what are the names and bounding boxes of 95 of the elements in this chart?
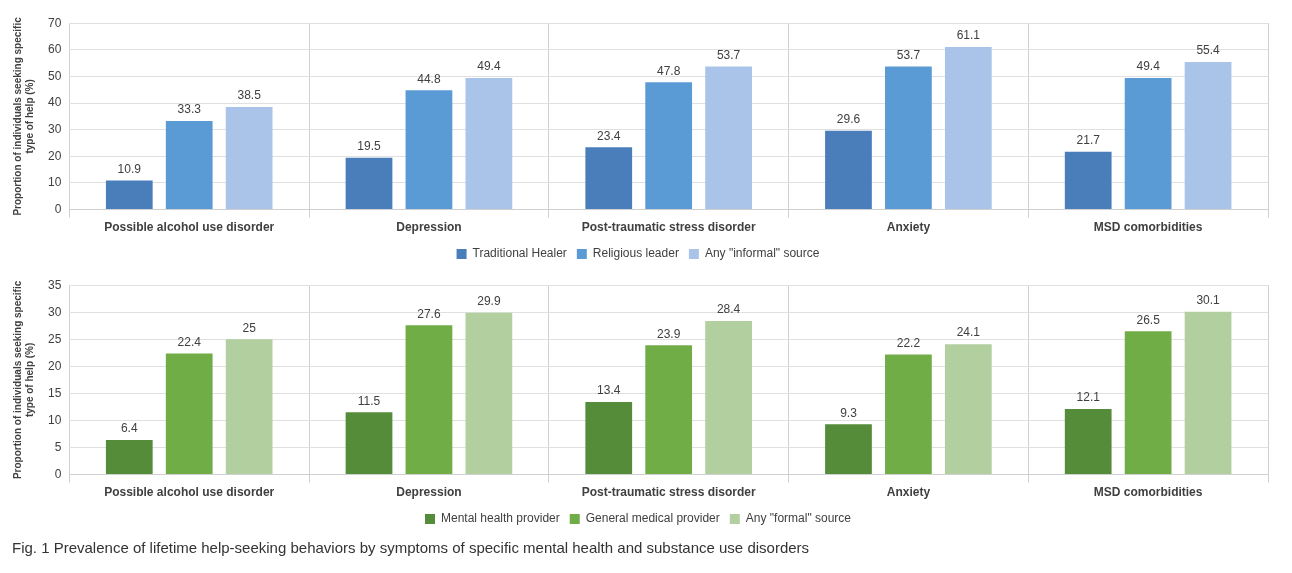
x-tick-label: Anxiety (886, 220, 931, 235)
bar (225, 107, 273, 210)
data-label: 49.4 (477, 59, 501, 74)
bar (705, 66, 752, 210)
bar (465, 78, 513, 210)
y-tick-label: 70 (47, 15, 62, 30)
x-tick-label: Anxiety (886, 485, 931, 500)
y-tick-label: 40 (47, 95, 62, 110)
bar (944, 344, 992, 475)
y-tick-label: 5 (54, 439, 62, 454)
bar (825, 424, 872, 475)
y-tick-label: 10 (47, 175, 62, 190)
legend-label: Traditional Healer (472, 246, 567, 261)
bar (705, 320, 752, 475)
x-tick-label: Post-traumatic stress disorder (581, 220, 757, 235)
caption: Fig. 1 Prevalence of lifetime help-seeking behaviors by symptoms of specific mental health and substance use disorders (11, 538, 811, 558)
data-label: 12.1 (1076, 390, 1101, 405)
legend-label: Any "formal" source (745, 511, 852, 526)
bar (1184, 311, 1232, 475)
bar (1124, 331, 1172, 475)
bar (885, 66, 932, 210)
y-tick-label: 10 (47, 412, 62, 427)
y-tick-label: 0 (54, 201, 62, 216)
data-label: 33.3 (177, 102, 202, 117)
bar (345, 412, 393, 475)
bar (885, 354, 932, 475)
data-label: 29.6 (836, 112, 861, 127)
data-label: 29.9 (477, 294, 501, 309)
data-label: 30.1 (1196, 293, 1221, 308)
data-label: 61.1 (956, 28, 981, 43)
data-label: 44.8 (417, 71, 441, 86)
bar (585, 147, 633, 210)
bar (1064, 151, 1112, 210)
data-label: 53.7 (716, 47, 741, 62)
legend-label: Any "informal" source (704, 246, 820, 261)
y-tick-label: 25 (47, 331, 62, 346)
data-label: 27.6 (417, 306, 441, 321)
bar (1064, 409, 1112, 475)
bar (405, 325, 453, 475)
bar (645, 82, 693, 210)
legend-label: Mental health provider (440, 511, 560, 526)
data-label: 22.4 (177, 334, 202, 349)
data-label: 10.9 (117, 161, 142, 176)
data-label: 28.4 (716, 302, 741, 317)
data-label: 23.9 (656, 326, 681, 341)
data-label: 9.3 (840, 405, 858, 420)
y-tick-label: 50 (47, 68, 62, 83)
x-tick-label: MSD comorbidities (1093, 485, 1203, 500)
bar (225, 339, 273, 475)
data-label: 49.4 (1136, 59, 1161, 74)
legend-label: Religious leader (592, 246, 679, 261)
data-label: 21.7 (1076, 133, 1101, 148)
bar (345, 157, 393, 210)
x-tick-label: Post-traumatic stress disorder (581, 485, 757, 500)
data-label: 24.1 (956, 325, 981, 340)
bar (405, 90, 453, 210)
data-label: 19.5 (357, 138, 382, 153)
data-label: 23.4 (597, 128, 621, 143)
y-axis-title: Proportion of individuals seeking specific type of help (%) (11, 280, 35, 480)
bar (585, 402, 633, 475)
bar (944, 46, 992, 210)
y-axis-title: Proportion of individuals seeking specific type of help (%) (11, 16, 35, 216)
data-label: 26.5 (1136, 312, 1161, 327)
y-tick-label: 60 (47, 42, 62, 57)
bar (105, 439, 153, 475)
bar (105, 180, 153, 210)
y-tick-label: 30 (47, 122, 62, 137)
bar (645, 345, 693, 475)
data-label: 6.4 (120, 421, 138, 436)
data-label: 25 (242, 320, 257, 335)
bar (1124, 78, 1172, 210)
x-tick-label: Depression (396, 485, 462, 500)
y-tick-label: 30 (47, 304, 62, 319)
y-tick-label: 20 (47, 148, 62, 163)
data-label: 55.4 (1196, 43, 1221, 58)
y-tick-label: 0 (54, 466, 62, 481)
y-tick-label: 20 (47, 358, 62, 373)
x-tick-label: Possible alcohol use disorder (104, 485, 275, 500)
x-tick-label: Depression (396, 220, 462, 235)
x-tick-label: MSD comorbidities (1093, 220, 1203, 235)
data-label: 47.8 (656, 63, 681, 78)
bar (825, 130, 872, 210)
bar (1184, 62, 1232, 210)
x-tick-label: Possible alcohol use disorder (104, 220, 275, 235)
data-label: 11.5 (357, 393, 381, 408)
y-tick-label: 35 (47, 277, 62, 292)
legend-label: General medical provider (585, 511, 720, 526)
bar (165, 353, 213, 475)
data-label: 22.2 (896, 335, 921, 350)
data-label: 13.4 (597, 383, 621, 398)
y-tick-label: 15 (47, 385, 62, 400)
bar (165, 120, 213, 210)
bar (465, 312, 513, 475)
data-label: 38.5 (237, 88, 262, 103)
data-label: 53.7 (896, 47, 921, 62)
